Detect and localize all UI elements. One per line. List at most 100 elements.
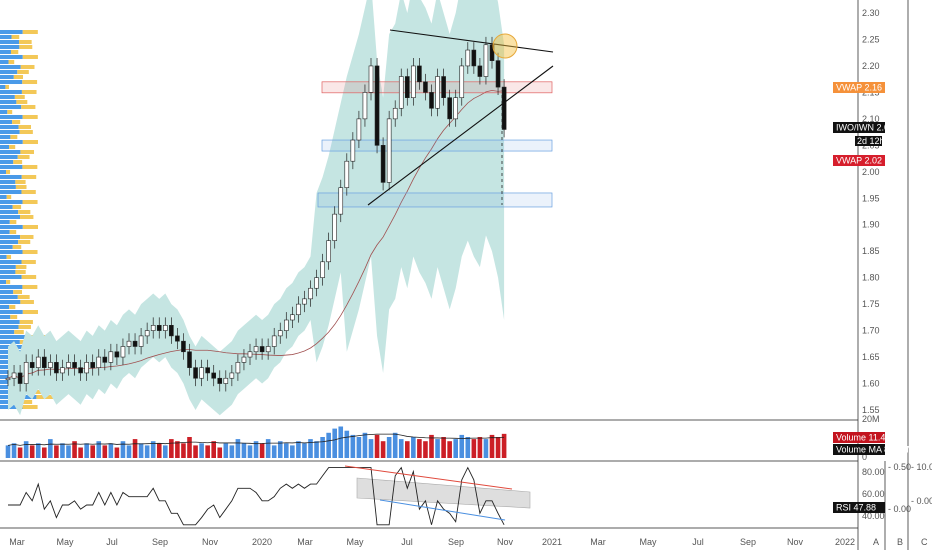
volume-ma-tag-label: Volume MA 8.473M [836,445,914,455]
footer-button[interactable]: A [873,537,879,547]
volume-bar [483,439,489,458]
volume-bar [84,443,89,458]
profile-bar-blue [0,315,11,319]
candle-body [66,362,71,368]
profile-bar-yellow [20,300,34,304]
small-axis-tick: - 0.50 [888,462,911,472]
volume-bar [102,445,108,458]
symbol-tag-box [833,122,885,133]
price-tick: 1.80 [862,273,880,283]
candle-body [380,145,386,183]
profile-bar-yellow [22,310,38,314]
volume-bar [175,441,180,458]
rsi-tick: 80.00 [862,467,885,477]
candle-body [5,377,11,381]
profile-bar-blue [0,305,10,309]
candle-body [308,287,313,300]
profile-bar-yellow [22,55,38,59]
volume-bar [42,447,47,458]
volume-bar [465,437,471,458]
footer-button[interactable]: B [897,537,903,547]
profile-bar-blue [0,150,21,154]
profile-bar-blue [0,95,15,99]
rsi-divergence-red [344,465,513,490]
profile-bar-yellow [10,315,18,319]
volume-bar [471,439,477,458]
candle-body [60,367,65,374]
volume-bar [72,441,77,458]
candle-body [392,107,398,120]
volume-bar [380,441,386,458]
profile-bar-blue [0,65,21,69]
volume-bar [241,443,247,458]
candle-body [290,314,295,321]
profile-bar-blue [0,115,23,119]
profile-bar-blue [0,120,13,124]
profile-bar-blue [0,290,14,294]
profile-bar-blue [0,295,18,299]
candle-body [211,372,216,379]
volume-bar [78,447,83,458]
time-label: Sep [448,537,464,547]
profile-bar-yellow [10,50,19,54]
support-trendline [367,65,554,206]
profile-bar-yellow [19,45,33,49]
time-label: Nov [202,537,219,547]
volume-bar [398,439,404,458]
profile-bar-yellow [20,150,35,154]
candle-body [259,346,265,353]
candle-body [386,118,392,183]
profile-bar-yellow [21,260,36,264]
volume-bar [296,441,301,458]
volume-bar [144,445,150,458]
time-label: Jul [692,537,704,547]
profile-bar-blue [0,235,21,239]
volume-bar [163,445,168,458]
profile-bar-yellow [14,95,25,99]
volume-bar [350,434,356,458]
candle-body [271,335,277,347]
profile-bar-yellow [6,195,12,199]
volume-bar [187,437,192,458]
profile-bar-blue [0,205,13,209]
candle-body [23,362,29,384]
volume-bar [459,434,465,458]
profile-bar-yellow [20,65,35,69]
volume-bar [489,434,495,458]
price-tick: 1.60 [862,379,880,389]
candle-body [187,351,192,368]
candle-body [199,367,204,379]
profile-bar-blue [0,55,23,59]
support-zone-lower [317,192,553,208]
candle-body [72,362,77,368]
rsi-tick: 60.00 [862,489,885,499]
profile-bar-yellow [10,135,18,139]
time-label: Nov [787,537,804,547]
trendline-drawings[interactable] [367,29,554,206]
profile-bar-yellow [7,110,13,114]
profile-bar-yellow [9,230,17,234]
profile-bar-yellow [9,145,16,149]
profile-bar-yellow [13,160,23,164]
time-label: Nov [497,537,514,547]
profile-bar-yellow [21,90,37,94]
profile-bar-yellow [22,80,38,84]
footer-button[interactable]: C [921,537,928,547]
profile-bar-blue [0,265,16,269]
profile-bar-blue [0,155,18,159]
candle-body [459,65,465,98]
candle-body [356,118,362,141]
profile-bar-yellow [27,390,46,394]
candle-body [102,356,108,363]
bollinger-band-cloud [8,0,505,416]
candle-body [163,325,168,331]
profile-bar-blue [0,245,13,249]
vwap-red-tag-label: VWAP 2.02 [836,156,882,166]
volume-tick: 0 [862,452,867,462]
volume-bar [417,439,422,458]
vwap-orange-tag-label: VWAP 2.16 [836,83,882,93]
time-label: Mar [9,537,25,547]
candle-body [447,97,452,120]
time-label: Sep [152,537,168,547]
